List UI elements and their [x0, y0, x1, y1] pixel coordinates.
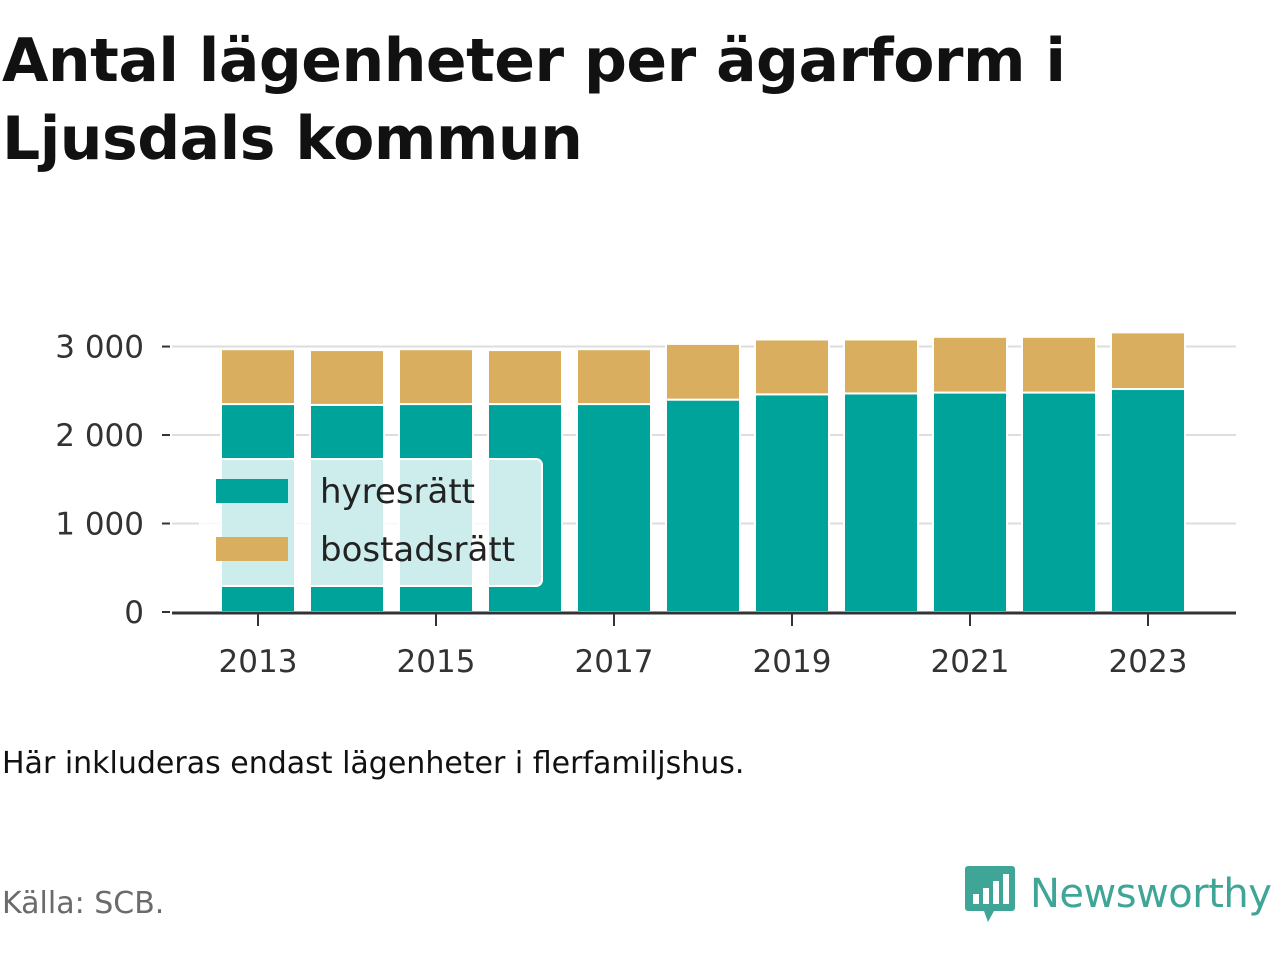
bar-hyresratt-2022	[1021, 391, 1097, 614]
brand-name: Newsworthy	[1030, 871, 1272, 917]
bar-hyresratt-2023	[1110, 388, 1186, 613]
y-tick-label: 1 000	[55, 507, 144, 543]
x-tick-label: 2023	[1109, 644, 1188, 680]
bar-bostadsratt-2023	[1110, 331, 1186, 391]
brand-logo: Newsworthy	[964, 864, 1272, 924]
bar-hyresratt-2018	[665, 398, 741, 613]
bar-bostadsratt-2017	[576, 348, 652, 406]
bar-hyresratt-2020	[843, 392, 919, 613]
legend-label: bostadsrätt	[320, 530, 515, 570]
newsworthy-logo-icon	[965, 866, 1015, 922]
y-tick-label: 2 000	[55, 418, 144, 454]
axes: 0 1 000 2 000 3 000 2013 2015 2017 2019 2021 2023	[55, 330, 1236, 680]
x-tick-label: 2021	[931, 644, 1010, 680]
bar-bostadsratt-2016	[487, 349, 563, 406]
bar-bostadsratt-2018	[665, 342, 741, 401]
bar-hyresratt-2019	[754, 393, 830, 613]
y-tick-label: 3 000	[55, 330, 144, 366]
bar-bostadsratt-2022	[1021, 335, 1097, 394]
bar-bostadsratt-2014	[309, 349, 385, 406]
stacked-bar-chart: 0 1 000 2 000 3 000 2013 2015 2017 2019 2021 2023…	[55, 330, 1236, 680]
bar-bostadsratt-2015	[398, 348, 474, 406]
bar-bostadsratt-2019	[754, 338, 830, 396]
legend: hyresrätt bostadsrätt	[199, 458, 543, 587]
bar-hyresratt-2021	[932, 391, 1008, 614]
bar-bostadsratt-2021	[932, 335, 1008, 394]
x-tick-label: 2019	[753, 644, 832, 680]
bar-bostadsratt-2013	[220, 348, 296, 406]
x-tick-label: 2017	[575, 644, 654, 680]
footnote: Här inkluderas endast lägenheter i flerf…	[2, 746, 745, 781]
bar-bostadsratt-2020	[843, 338, 919, 395]
legend-label: hyresrätt	[320, 472, 475, 512]
legend-swatch	[216, 479, 288, 503]
x-tick-label: 2015	[397, 644, 476, 680]
legend-swatch	[216, 537, 288, 561]
chart-title: Antal lägenheter per ägarform i Ljusdals…	[2, 26, 1066, 174]
bar-hyresratt-2017	[576, 403, 652, 613]
x-tick-label: 2013	[219, 644, 298, 680]
y-tick-label: 0	[124, 595, 144, 631]
source-text: Källa: SCB.	[2, 886, 165, 921]
